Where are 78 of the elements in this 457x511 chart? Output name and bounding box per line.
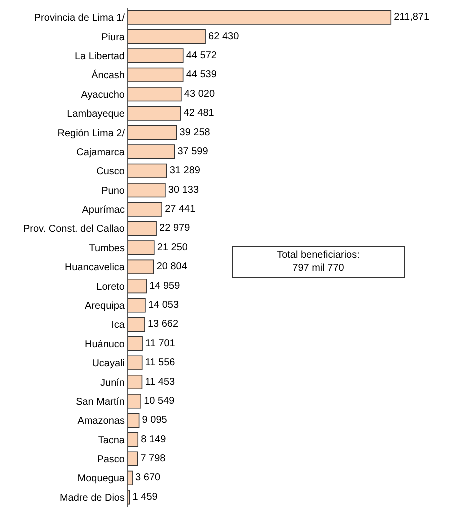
y-tick-label: Puno [102,186,126,197]
bar [128,87,182,102]
data-label: 1 459 [132,492,158,503]
bar [128,144,176,160]
data-label: 43 020 [184,88,216,100]
data-label: 62 430 [208,31,240,42]
bar [128,29,206,44]
data-label: 8 149 [141,434,167,446]
y-tick-label: Ayacucho [81,90,126,101]
data-label: 30 133 [168,184,200,196]
y-tick-label: Tumbes [89,243,125,254]
bar [128,68,184,82]
data-label: 44 539 [186,70,218,81]
data-label: 11 556 [145,358,176,369]
y-tick-label: Moquegua [78,474,126,485]
data-label: 7 798 [140,454,166,465]
bar [128,164,168,178]
y-tick-label: Piura [102,32,126,44]
y-tick-label: Amazonas [78,416,125,428]
data-label: 9 095 [142,415,168,426]
y-tick-label: Huánuco [84,339,126,350]
y-tick-label: Ucayali [92,358,125,370]
data-label: 39 258 [180,127,211,138]
data-label: 44 572 [186,50,218,62]
bar [128,221,157,236]
y-tick-label: Lambayeque [67,109,126,120]
bar [128,260,154,274]
bar [128,413,140,428]
y-tick-label: Provincia de Lima 1/ [34,13,126,24]
bar [128,183,166,198]
bar [128,48,184,64]
bar [128,298,146,313]
data-label: 21 250 [157,242,188,254]
data-label: 3 670 [136,472,162,484]
bar [128,356,143,370]
y-tick-label: Ica [112,320,126,332]
data-label: 14 959 [150,280,181,292]
y-tick-label: Áncash [92,70,125,82]
bar [128,470,133,486]
bar [128,125,178,140]
y-tick-label: Loreto [96,282,126,293]
bar [128,106,182,121]
data-label: 31 289 [170,166,201,177]
bar [128,240,155,256]
data-label: 42 481 [184,108,215,120]
y-tick-label: Apurímac [82,205,125,216]
data-label: 211,871 [394,12,430,24]
bar [128,374,143,390]
bar [128,394,142,409]
y-tick-label: Huancavelica [64,262,126,274]
data-label: 11 701 [146,338,176,350]
bar [128,452,138,466]
y-tick-label: Región Lima 2/ [58,128,126,140]
y-tick-label: Cusco [96,166,126,178]
data-label: 10 549 [144,396,176,407]
data-label: 14 053 [148,300,180,311]
y-tick-label: La Libertad [74,51,125,62]
y-tick-label: Madre de Dios [60,492,125,504]
y-tick-label: San Martín [76,396,125,408]
y-tick-label: Arequipa [84,300,126,312]
bar [128,278,147,294]
bar [128,202,162,217]
y-tick-label: Tacna [98,435,126,446]
bar [128,317,146,332]
bar [128,432,139,448]
data-label: 22 979 [160,223,191,234]
y-tick-label: Prov. Const. del Callao [23,224,126,236]
annotation: Total beneficiarios: 797 mil 770 [277,250,360,274]
bar [128,10,392,25]
data-label: 11 453 [145,376,176,388]
data-label: 37 599 [178,146,209,158]
data-label: 27 441 [165,204,196,216]
y-tick-label: Pasco [97,454,126,466]
bar [128,336,143,352]
data-label: 13 662 [148,319,179,330]
y-tick-label: Cajamarca [76,147,126,158]
y-tick-label: Junín [100,378,125,389]
data-label: 20 804 [156,262,188,273]
